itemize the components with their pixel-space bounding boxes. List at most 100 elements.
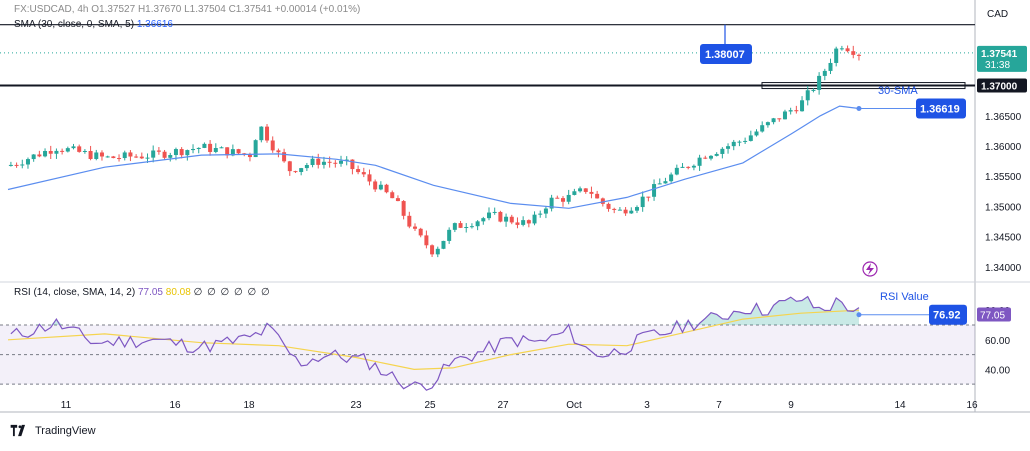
- candle-body: [760, 125, 765, 132]
- candle-body: [777, 118, 782, 120]
- rsi-legend-value: 77.05: [137, 287, 163, 298]
- sma-legend-label: SMA (30, close, 0, SMA, 5): [14, 19, 135, 30]
- candle-body: [646, 196, 651, 198]
- x-tick-label: 14: [894, 400, 906, 411]
- candle-body: [14, 164, 19, 166]
- rsi-sma-legend-value: 80.08: [165, 287, 191, 298]
- rsi-legend-placeholders: ∅ ∅ ∅ ∅ ∅ ∅: [193, 287, 271, 298]
- candle-body: [247, 154, 252, 158]
- x-tick-label: 9: [788, 400, 794, 411]
- candle-body: [697, 157, 702, 166]
- candle-body: [578, 188, 583, 192]
- candle-body: [754, 131, 759, 136]
- candle-body: [225, 147, 230, 156]
- candle-body: [430, 245, 435, 255]
- candle-body: [560, 198, 565, 202]
- candle-body: [122, 152, 127, 159]
- candle-body: [504, 216, 509, 222]
- candle-body: [811, 89, 816, 91]
- sma-legend-value: 1.36616: [136, 19, 173, 30]
- candle-body: [99, 152, 104, 157]
- x-tick-label: 16: [966, 400, 978, 411]
- candle-body: [583, 188, 588, 192]
- candle-body: [185, 150, 190, 156]
- candle-body: [452, 223, 457, 230]
- candle-body: [60, 150, 65, 152]
- candle-body: [475, 221, 480, 227]
- candle-body: [259, 126, 264, 141]
- candle-body: [321, 161, 326, 165]
- candle-body: [82, 150, 87, 152]
- candle-body: [270, 140, 275, 151]
- candle-body: [532, 214, 537, 224]
- rsi-legend-label: RSI (14, close, SMA, 14, 2): [14, 287, 136, 298]
- candle-body: [487, 212, 492, 219]
- candle-body: [242, 153, 247, 155]
- candle-body: [640, 196, 645, 208]
- footer[interactable]: TradingView: [8, 424, 96, 437]
- candle-body: [839, 48, 844, 50]
- candle-body: [805, 90, 810, 101]
- symbol-header: FX:USDCAD, 4h O1.37527 H1.37670 L1.37504…: [14, 4, 361, 15]
- x-tick-label: 25: [424, 400, 436, 411]
- candle-body: [287, 161, 292, 172]
- candle-body: [572, 191, 577, 195]
- rsi-annotation-label: RSI Value: [880, 291, 929, 303]
- candle-body: [834, 48, 839, 63]
- candle-body: [589, 191, 594, 194]
- candle-body: [634, 207, 639, 211]
- sma-line: [7, 105, 860, 209]
- rsi-axis-badge-text: 77.05: [980, 311, 1005, 322]
- candle-body: [800, 100, 805, 112]
- candle-body: [54, 150, 59, 154]
- countdown-text: 31:38: [985, 60, 1010, 71]
- candle-body: [304, 164, 309, 169]
- current-price-badge: [977, 45, 1027, 72]
- candle-body: [395, 198, 400, 202]
- level-price-badge: [977, 78, 1027, 93]
- candle-body: [378, 184, 383, 190]
- sma-legend[interactable]: SMA (30, close, 0, SMA, 5) 1.36616: [14, 19, 173, 30]
- candle-body: [782, 111, 787, 120]
- candle-body: [748, 135, 753, 141]
- candle-body: [669, 174, 674, 182]
- candle-body: [828, 62, 833, 71]
- rsi-axis-badge: [977, 307, 1011, 322]
- rsi-overbought-fill: [10, 296, 859, 325]
- candle-body: [151, 150, 156, 158]
- x-tick-label: 7: [716, 400, 722, 411]
- candle-body: [726, 146, 731, 149]
- footer-brand: TradingView: [35, 424, 96, 437]
- candle-body: [265, 126, 270, 141]
- candle-body: [65, 148, 70, 152]
- candle-body: [145, 157, 150, 159]
- candle-body: [31, 154, 36, 160]
- candle-body: [441, 240, 446, 249]
- high-marker-badge: [700, 44, 752, 64]
- candle-body: [674, 167, 679, 175]
- candle-body: [469, 226, 474, 228]
- x-tick-label: 16: [169, 400, 181, 411]
- price-tick-label: 1.34000: [985, 263, 1022, 274]
- candle-body: [680, 166, 685, 168]
- candle-body: [236, 149, 241, 154]
- candle-body: [333, 162, 338, 164]
- candle-body: [538, 213, 543, 215]
- candle-body: [230, 149, 235, 156]
- candle-body: [111, 156, 116, 159]
- candle-body: [481, 218, 486, 222]
- candle-body: [720, 148, 725, 154]
- candle-body: [657, 183, 662, 185]
- price-tick-label: 1.35000: [985, 202, 1022, 213]
- candle-body: [48, 151, 53, 154]
- candle-body: [606, 203, 611, 209]
- candle-body: [105, 156, 110, 158]
- candle-body: [703, 157, 708, 159]
- candle-body: [765, 122, 770, 126]
- candle-body: [219, 147, 224, 149]
- rsi-legend[interactable]: RSI (14, close, SMA, 14, 2) 77.05 80.08 …: [14, 287, 271, 298]
- candle-body: [37, 154, 42, 157]
- candle-body: [771, 118, 776, 123]
- candle-body: [77, 146, 82, 152]
